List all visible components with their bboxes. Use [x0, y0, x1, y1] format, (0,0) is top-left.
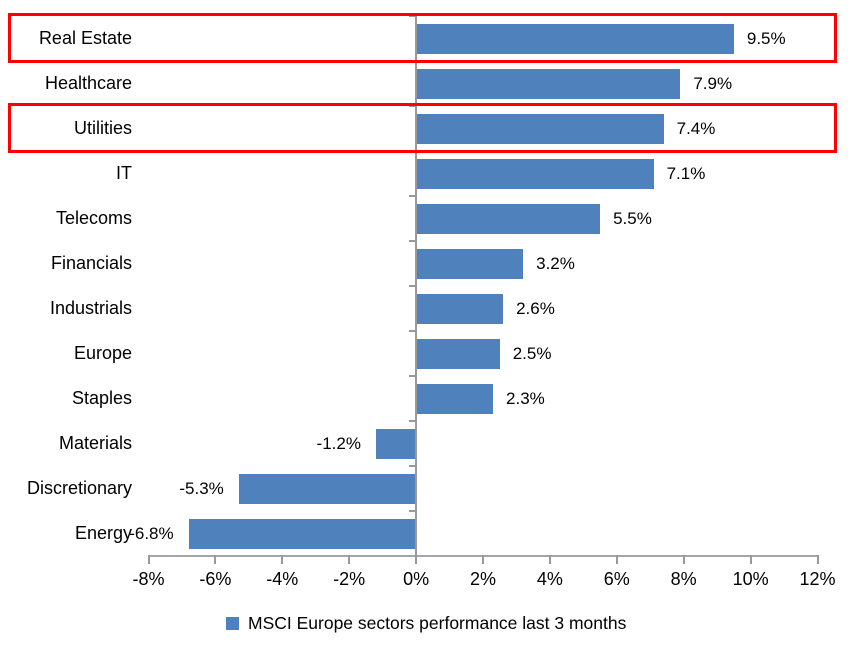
legend-marker-icon [226, 616, 239, 630]
y-axis-tick-mark [409, 330, 416, 332]
category-label: Financials [50, 253, 132, 273]
y-axis-tick-mark [409, 510, 416, 512]
x-tick-label: -6% [199, 569, 232, 589]
bar-value-label: -5.3% [179, 478, 224, 498]
bar [416, 203, 601, 234]
x-axis-tick-mark [482, 555, 484, 564]
bar-value-label: 7.4% [676, 118, 716, 138]
highlight-box [8, 103, 837, 153]
bar-value-label: 2.5% [512, 343, 552, 363]
category-label: Staples [71, 388, 132, 408]
category-label: Discretionary [26, 478, 132, 498]
bar [238, 473, 417, 504]
x-axis-tick-mark [749, 555, 752, 564]
y-axis [415, 16, 417, 557]
category-label: Europe [73, 343, 132, 363]
x-tick-label: 4% [536, 569, 563, 589]
category-label: Industrials [49, 298, 132, 318]
category-label: Materials [58, 433, 132, 453]
x-axis-tick-mark [348, 555, 351, 564]
bar [416, 113, 664, 144]
bar [188, 518, 417, 549]
bar-value-label: 9.5% [746, 28, 786, 48]
x-axis-tick-mark [816, 555, 819, 564]
legend-label: MSCI Europe sectors performance last 3 m… [248, 612, 627, 633]
category-label: IT [116, 163, 132, 183]
bar-value-label: -6.8% [129, 523, 174, 543]
bar [416, 248, 524, 279]
category-label: Energy [74, 523, 132, 543]
bar-value-label: 7.9% [693, 73, 733, 93]
bar [416, 338, 500, 369]
x-axis-tick-mark [281, 555, 284, 564]
x-axis-tick-mark [682, 555, 685, 564]
x-tick-label: -2% [333, 569, 366, 589]
bar-value-label: 2.3% [506, 388, 545, 408]
x-axis-tick-mark [548, 555, 551, 564]
y-axis-tick-mark [409, 375, 416, 377]
x-axis-tick-mark [214, 555, 217, 564]
category-label: Real Estate [38, 28, 132, 48]
bar [416, 158, 654, 189]
bar [416, 383, 494, 414]
bar-value-label: 7.1% [666, 163, 706, 183]
y-axis-tick-mark [409, 285, 416, 287]
y-axis-tick-mark [409, 15, 416, 17]
y-axis-tick-mark [409, 465, 416, 467]
y-axis-tick-mark [409, 240, 416, 242]
legend: MSCI Europe sectors performance last 3 m… [226, 612, 626, 634]
bar-value-label: 2.6% [516, 298, 555, 318]
x-tick-label: 6% [603, 569, 630, 589]
bar [375, 428, 417, 459]
x-tick-label: 0% [403, 569, 430, 589]
highlight-box [8, 13, 837, 63]
x-tick-label: 12% [799, 569, 836, 589]
bar-value-label: 3.2% [536, 253, 575, 273]
y-axis-tick-mark [409, 420, 416, 422]
category-label: Healthcare [44, 73, 132, 93]
x-axis-tick-mark [615, 555, 618, 564]
x-tick-label: 8% [670, 569, 697, 589]
category-label: Telecoms [55, 208, 132, 228]
x-axis-tick-mark [147, 555, 150, 564]
bar-value-label: 5.5% [613, 208, 652, 228]
bar [416, 293, 504, 324]
y-axis-tick-mark [409, 105, 416, 107]
bar-value-label: -1.2% [316, 433, 361, 453]
y-axis-tick-mark [409, 195, 416, 197]
x-axis-tick-mark [415, 555, 418, 564]
x-tick-label: -4% [266, 569, 299, 589]
bar [416, 68, 681, 99]
category-label: Utilities [73, 118, 132, 138]
x-tick-label: 2% [469, 569, 496, 589]
bar [416, 23, 734, 54]
x-tick-label: -8% [132, 569, 165, 589]
x-tick-label: 10% [732, 569, 769, 589]
